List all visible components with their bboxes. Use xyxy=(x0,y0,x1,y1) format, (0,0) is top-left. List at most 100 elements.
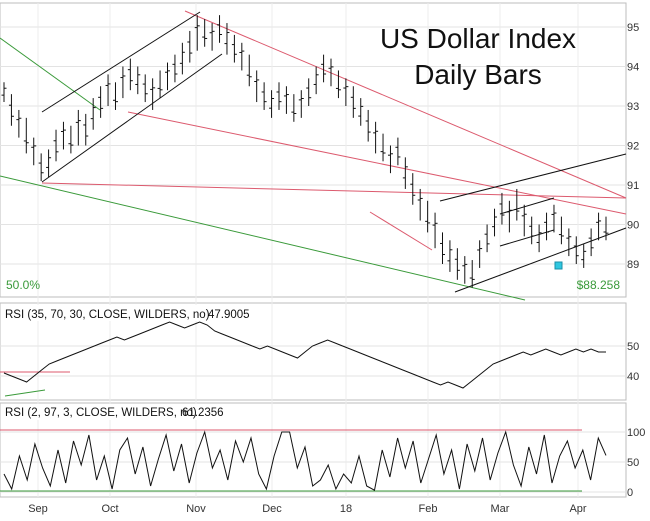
ohlc-bar xyxy=(328,58,334,87)
ohlc-bar xyxy=(521,204,527,237)
price-tick-label: 95 xyxy=(627,22,639,34)
ohlc-bar xyxy=(187,30,193,63)
ohlc-bar xyxy=(477,240,483,268)
black-channel-right-upper xyxy=(439,153,627,202)
ohlc-bar xyxy=(335,70,341,99)
ohlc-bar xyxy=(596,212,602,241)
ohlc-bar xyxy=(157,70,163,99)
ohlc-bar xyxy=(306,78,312,106)
rsi-slow-label-bg xyxy=(2,305,246,321)
ohlc-bar xyxy=(558,216,564,245)
ohlc-bar xyxy=(112,82,118,110)
rsi-fast-tick-label: 0 xyxy=(627,487,633,499)
ohlc-bar xyxy=(313,66,319,95)
ohlc-bar xyxy=(16,109,22,138)
price-tick-label: 90 xyxy=(627,220,639,232)
ohlc-bar xyxy=(380,133,386,162)
x-tick-label: Oct xyxy=(101,503,118,515)
ohlc-bar xyxy=(417,188,423,221)
ohlc-bar xyxy=(261,82,267,110)
ohlc-bar xyxy=(425,200,431,233)
trendline-layer xyxy=(0,10,627,492)
x-tick-label: 18 xyxy=(340,503,352,515)
ohlc-bar xyxy=(105,74,111,106)
ohlc-bar xyxy=(194,15,200,51)
ohlc-bar xyxy=(83,113,89,146)
ohlc-bar xyxy=(224,23,230,55)
rsi-slow-green-trend xyxy=(4,389,46,397)
rsi-fast-value: 61.2356 xyxy=(182,407,224,419)
ohlc-bar xyxy=(165,62,171,91)
ohlc-bar xyxy=(514,188,520,221)
ohlc-bar xyxy=(120,66,126,99)
rsi-slow-panel-frame xyxy=(0,302,627,401)
ohlc-bar xyxy=(603,216,609,241)
rsi-fast-line xyxy=(3,430,607,491)
ohlc-bar xyxy=(90,98,96,130)
ohlc-bar xyxy=(142,74,148,103)
ohlc-bar xyxy=(566,228,572,257)
green-trendline-upper xyxy=(0,37,101,111)
low-marker-icon xyxy=(554,261,563,270)
price-tick-label: 91 xyxy=(627,180,639,192)
black-channel-right-lower xyxy=(454,227,627,293)
x-tick-label: Nov xyxy=(186,503,206,515)
ohlc-bar xyxy=(1,82,7,103)
rsi-fast-label-bg xyxy=(2,404,246,420)
fib-level-label: 50.0% xyxy=(6,278,40,292)
ohlc-bar xyxy=(179,42,185,75)
red-trendline-top xyxy=(184,10,627,199)
rsi-slow-tick-label: 50 xyxy=(627,341,639,353)
ohlc-bar xyxy=(60,121,66,150)
chart-title: US Dollar Index xyxy=(380,23,576,54)
ohlc-bar xyxy=(469,260,475,288)
ohlc-bar xyxy=(432,212,438,249)
ohlc-bars xyxy=(1,15,609,288)
black-channel-lower xyxy=(41,53,223,183)
rsi-fast-tick-label: 50 xyxy=(627,457,639,469)
price-tick-label: 92 xyxy=(627,141,639,153)
ohlc-bar xyxy=(551,204,557,233)
ohlc-bar xyxy=(529,216,535,245)
ohlc-bar xyxy=(343,78,349,106)
ohlc-bar xyxy=(492,208,498,237)
ohlc-bar xyxy=(365,109,371,142)
ohlc-bar xyxy=(581,244,587,268)
black-small-channel-lower xyxy=(499,229,555,247)
rsi-slow-series xyxy=(3,321,606,389)
x-tick-label: Feb xyxy=(419,503,438,515)
ohlc-bar xyxy=(135,66,141,95)
ohlc-bar xyxy=(202,19,208,47)
green-trendline-lower xyxy=(0,175,526,301)
price-tick-label: 94 xyxy=(627,62,639,74)
rsi-slow-label: RSI (35, 70, 30, CLOSE, WILDERS, no) xyxy=(5,309,210,321)
ohlc-bar xyxy=(373,121,379,154)
red-trendline-mid xyxy=(127,111,627,215)
red-trendline-short xyxy=(369,211,433,251)
ohlc-bar xyxy=(276,82,282,110)
black-channel-upper xyxy=(41,11,201,113)
grid-layer xyxy=(0,3,626,497)
ohlc-bar xyxy=(588,228,594,257)
rsi-fast-panel-frame xyxy=(0,402,627,498)
ohlc-bar xyxy=(387,145,393,174)
ohlc-bar xyxy=(439,232,445,264)
ohlc-bar xyxy=(231,34,237,63)
rsi-slow-tick-label: 40 xyxy=(627,371,639,383)
ohlc-bar xyxy=(402,157,408,189)
ohlc-bar xyxy=(98,86,104,118)
ohlc-bar xyxy=(395,137,401,166)
ohlc-bar xyxy=(358,98,364,126)
ohlc-bar xyxy=(269,90,275,118)
rsi-fast-tick-label: 100 xyxy=(627,427,645,439)
rsi-fast-series xyxy=(3,430,607,491)
ohlc-bar xyxy=(38,153,44,182)
ohlc-bar xyxy=(23,117,29,154)
ohlc-bar xyxy=(209,23,215,51)
ohlc-bar xyxy=(254,70,260,103)
ohlc-bar xyxy=(31,137,37,166)
ohlc-bar xyxy=(127,58,133,91)
ohlc-bar xyxy=(499,192,505,225)
